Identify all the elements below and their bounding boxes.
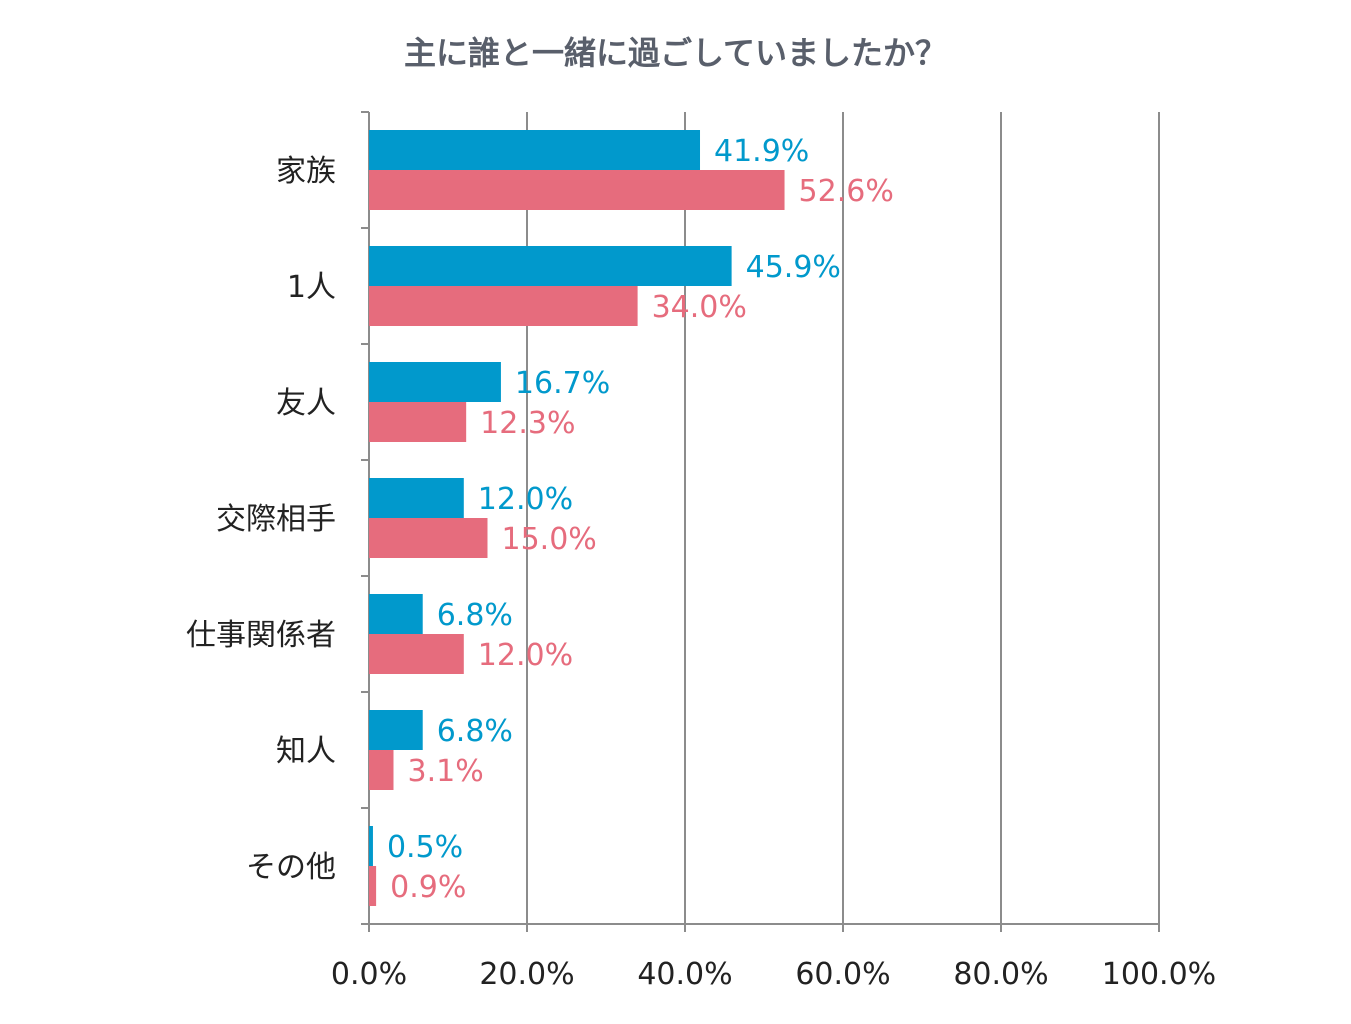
bar (369, 594, 423, 634)
category-label: 交際相手 (216, 502, 336, 537)
data-label: 16.7% (515, 366, 610, 401)
data-label: 52.6% (799, 174, 894, 209)
category-label: 仕事関係者 (186, 618, 336, 653)
category-label: その他 (246, 850, 336, 885)
category-label: 友人 (276, 386, 336, 421)
bar (369, 170, 785, 210)
x-tick-label: 20.0% (479, 957, 574, 992)
data-label: 6.8% (437, 714, 513, 749)
bar (369, 130, 701, 170)
data-label: 12.0% (478, 638, 573, 673)
bar (369, 362, 501, 402)
data-label: 34.0% (652, 290, 747, 325)
bar (369, 710, 423, 750)
category-label: 1人 (287, 270, 336, 305)
bar (369, 286, 638, 326)
data-label: 6.8% (437, 598, 513, 633)
data-label: 3.1% (407, 754, 483, 789)
bar (369, 826, 373, 866)
category-label: 家族 (276, 154, 336, 189)
data-label: 41.9% (714, 134, 809, 169)
bar (369, 634, 464, 674)
data-label: 45.9% (746, 250, 841, 285)
bar (369, 402, 467, 442)
data-label: 12.3% (480, 406, 575, 441)
bar (369, 246, 732, 286)
bar (369, 478, 464, 518)
bar (369, 866, 377, 906)
x-tick-label: 60.0% (795, 957, 890, 992)
bar (369, 518, 488, 558)
x-tick-label: 40.0% (637, 957, 732, 992)
data-label: 12.0% (478, 482, 573, 517)
x-tick-label: 0.0% (331, 957, 407, 992)
category-label: 知人 (276, 734, 336, 769)
data-label: 15.0% (502, 522, 597, 557)
data-label: 0.9% (390, 870, 466, 905)
chart-title: 主に誰と一緒に過ごしていましたか？ (403, 34, 948, 72)
data-label: 0.5% (387, 830, 463, 865)
bar (369, 750, 394, 790)
x-tick-label: 100.0% (1102, 957, 1216, 992)
x-tick-label: 80.0% (953, 957, 1048, 992)
